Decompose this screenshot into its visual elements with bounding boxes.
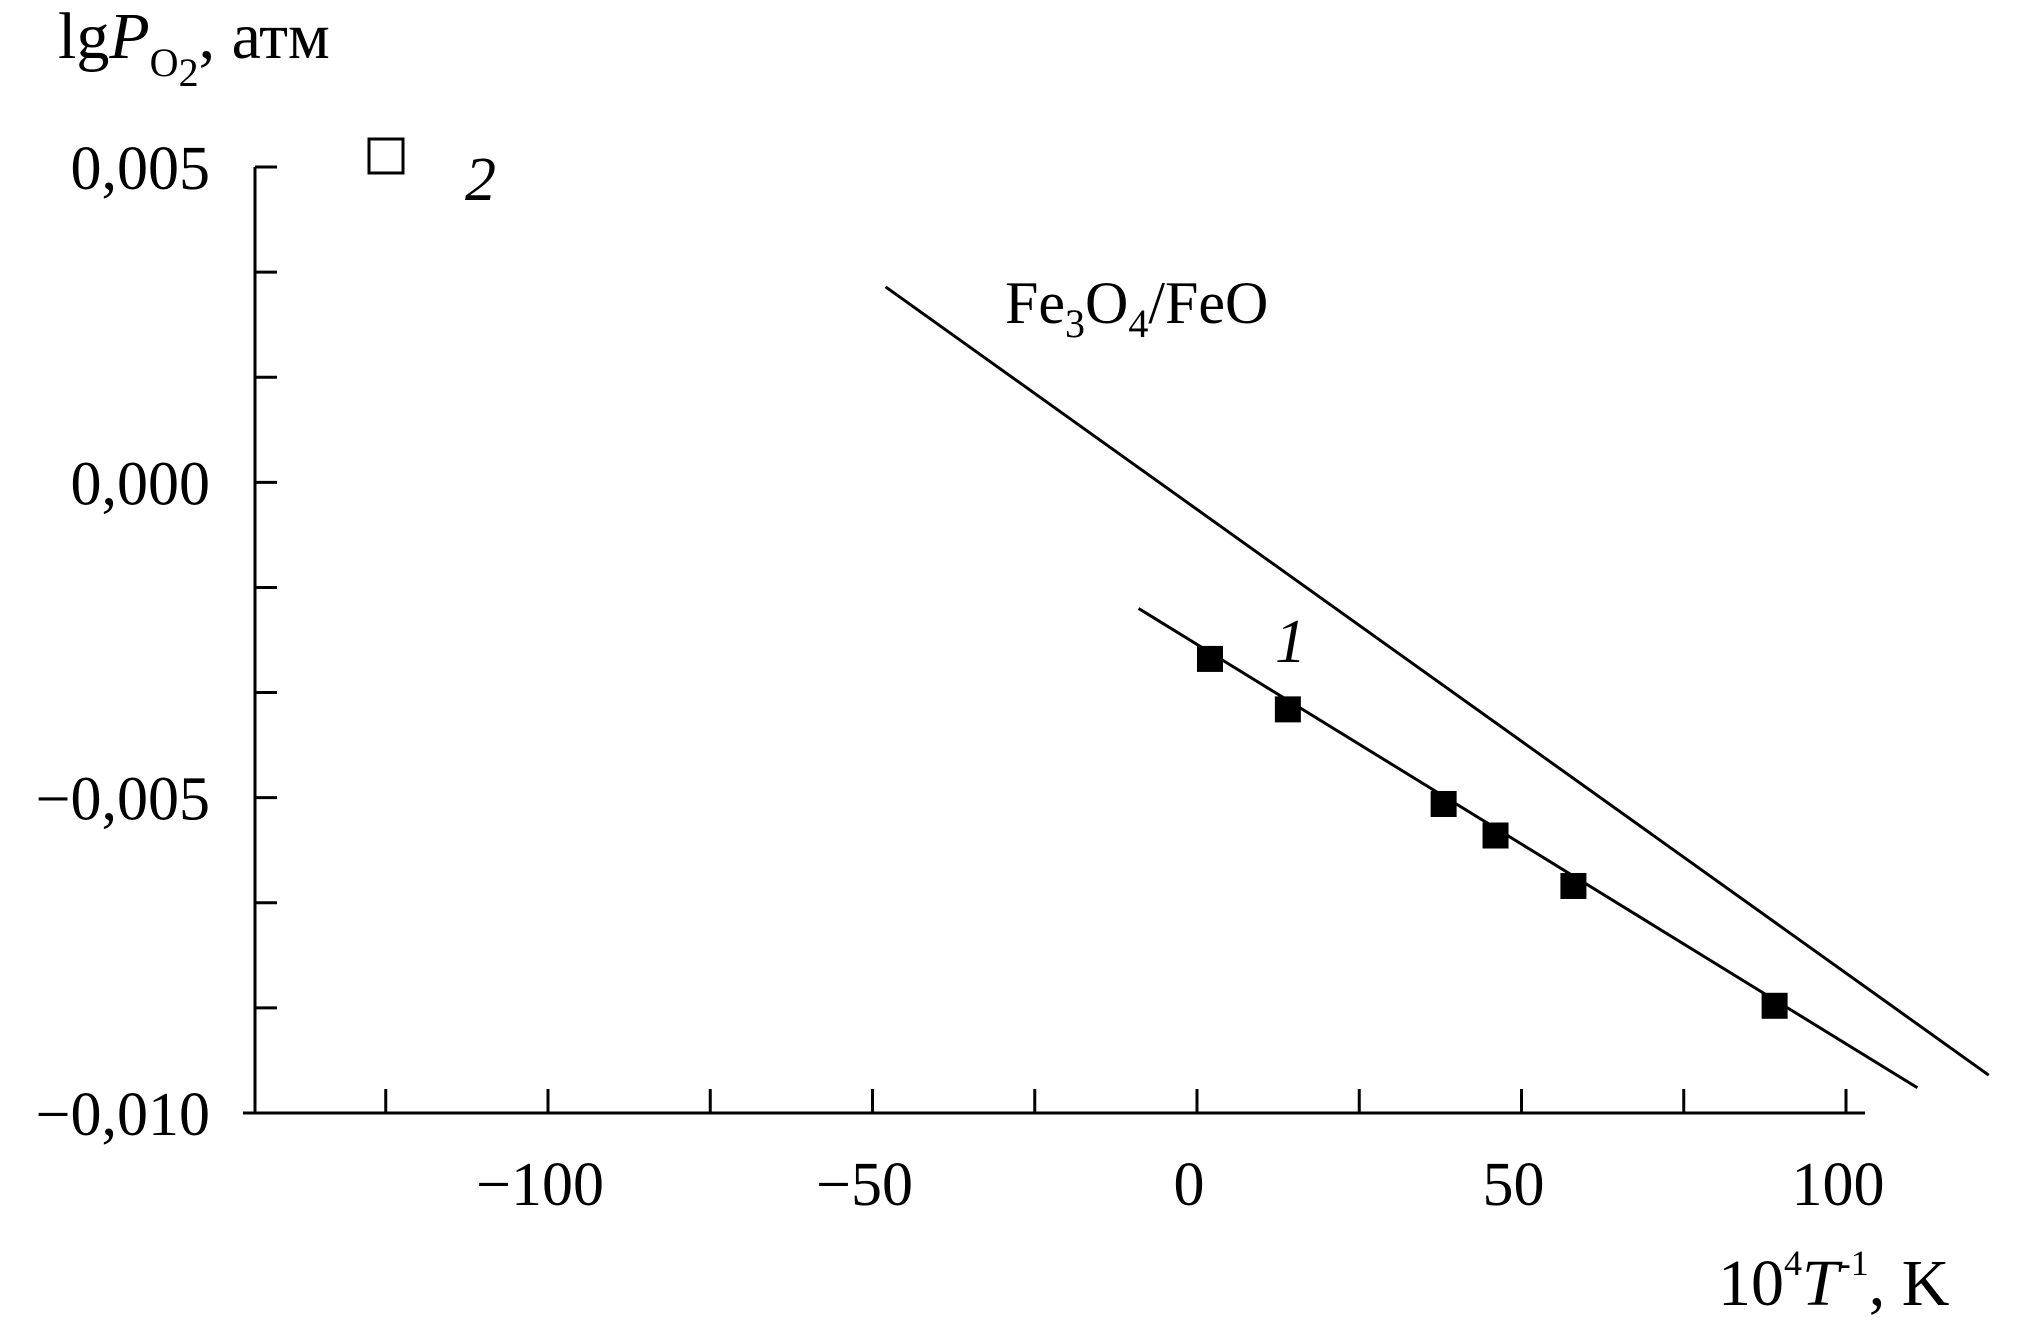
series-line-1 [1137,607,1919,1090]
legend-label-2: 2 [465,146,496,214]
data-point-series-1 [1430,790,1457,817]
data-point-series-1 [1482,822,1509,849]
x-tick-label: 0 [1174,1151,1205,1219]
data-point-series-1 [1274,696,1301,723]
data-point-series-1 [1761,992,1788,1019]
y-tick-label: 0,000 [71,450,211,518]
data-point-series-1 [1196,645,1223,672]
data-point-series-1 [1560,872,1587,899]
y-tick-label: −0,010 [36,1081,210,1149]
data-markers [1196,645,1788,1019]
series-line-2 [884,285,1990,1077]
x-tick-label: 100 [1792,1151,1885,1219]
fit-lines [884,285,1990,1090]
y-tick-label: 0,005 [71,135,211,203]
y-axis-title: lgPO2, атм [58,0,330,95]
y-ticks: 0,005 0,000 −0,005 −0,010 [36,135,277,1149]
legend: 2 [367,137,496,214]
x-axis-title: 104T-1, K [1718,1243,1949,1320]
x-tick-label: −50 [816,1151,913,1219]
series-1-label: 1 [1275,608,1306,676]
fe3o4-feo-label: Fe3O4/FeO [1005,270,1268,346]
x-tick-label: −100 [476,1151,604,1219]
axes [243,167,1865,1115]
x-ticks: −100 −50 0 50 100 [384,1089,1885,1219]
y-tick-label: −0,005 [36,766,210,834]
legend-open-square-marker [367,137,405,175]
x-tick-label: 50 [1483,1151,1545,1219]
